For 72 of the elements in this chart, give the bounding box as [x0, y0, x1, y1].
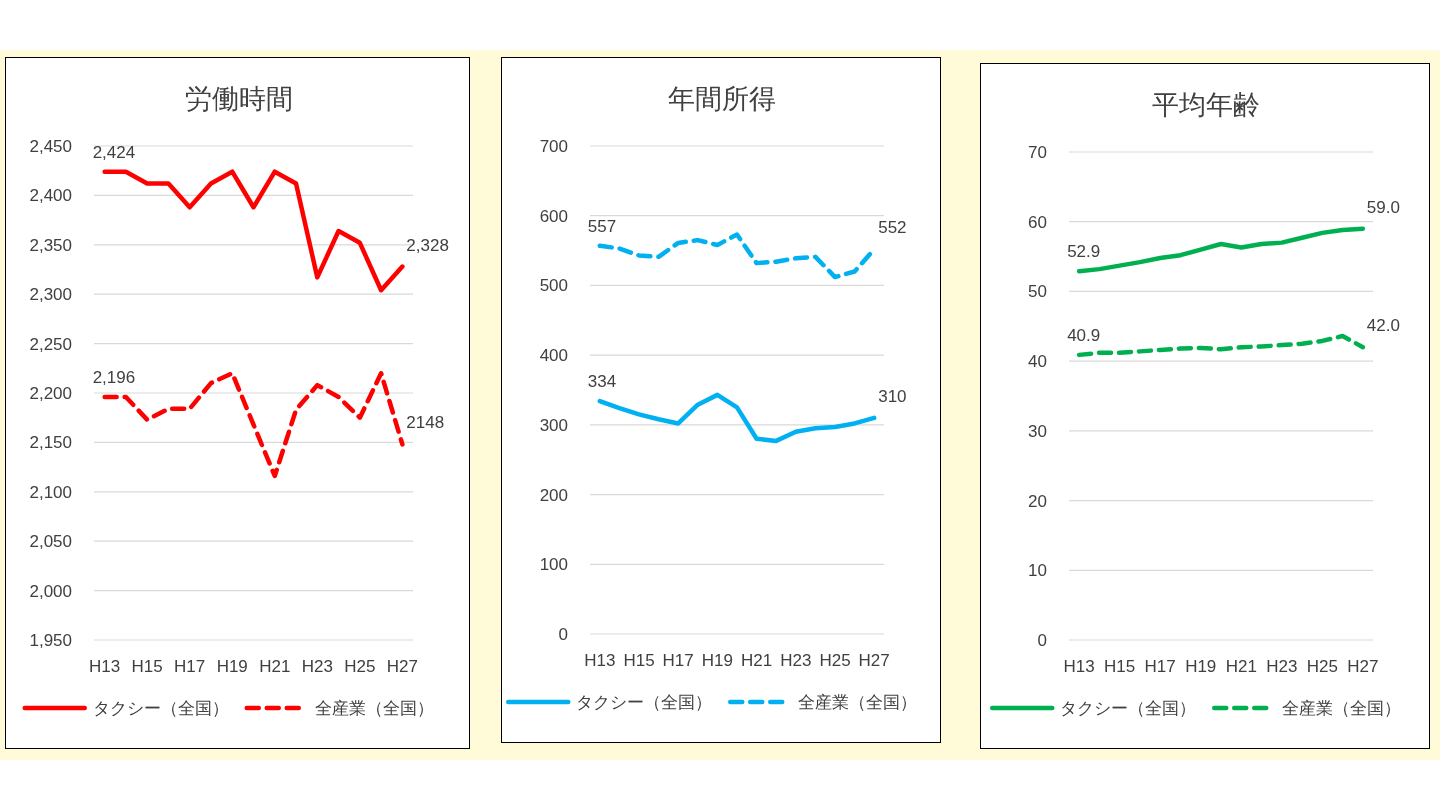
y-tick-label: 2,000: [29, 581, 72, 601]
x-tick-label: H27: [1347, 657, 1379, 676]
y-tick-label: 200: [539, 485, 568, 505]
x-tick-label: H23: [1266, 657, 1298, 676]
data-label: 552: [878, 218, 907, 238]
y-tick-label: 10: [1028, 561, 1047, 581]
y-tick-label: 2,300: [29, 285, 72, 305]
data-label: 59.0: [1366, 197, 1400, 217]
data-label: 2,328: [406, 235, 449, 255]
x-tick-label: H15: [131, 657, 163, 676]
legend-label: タクシー（全国）: [92, 699, 229, 718]
y-tick-label: 0: [1037, 631, 1047, 650]
x-tick-label: H19: [216, 657, 248, 676]
y-tick-label: 2,350: [29, 235, 72, 255]
legend-label: 全産業（全国）: [1282, 699, 1402, 718]
x-tick-label: H17: [1144, 657, 1176, 676]
y-tick-label: 60: [1028, 212, 1047, 232]
x-tick-label: H19: [1185, 657, 1217, 676]
x-tick-label: H23: [301, 657, 333, 676]
y-tick-label: 500: [539, 276, 568, 296]
y-tick-label: 70: [1028, 143, 1047, 162]
chart-title: 年間所得: [668, 84, 776, 114]
x-tick-label: H15: [1104, 657, 1136, 676]
y-tick-label: 30: [1028, 421, 1047, 441]
x-tick-label: H25: [1306, 657, 1338, 676]
y-tick-label: 2,050: [29, 532, 72, 552]
x-tick-label: H15: [623, 651, 655, 670]
y-tick-label: 0: [558, 625, 568, 644]
x-tick-label: H13: [89, 657, 121, 676]
y-tick-label: 2,150: [29, 433, 72, 453]
x-tick-label: H23: [780, 651, 812, 670]
x-tick-label: H19: [701, 651, 733, 670]
y-tick-label: 600: [539, 206, 568, 226]
x-tick-label: H17: [662, 651, 694, 670]
data-label: 2,196: [92, 367, 136, 387]
data-label: 2,424: [92, 142, 136, 162]
y-tick-label: 2,200: [29, 384, 72, 403]
x-tick-label: H21: [259, 657, 291, 676]
x-tick-label: H17: [174, 657, 206, 676]
data-label: 334: [587, 372, 617, 392]
y-tick-label: 100: [539, 555, 568, 575]
legend-label: 全産業（全国）: [314, 699, 434, 718]
y-tick-label: 50: [1028, 282, 1047, 302]
x-tick-label: H13: [1063, 657, 1095, 676]
y-tick-label: 1,950: [29, 631, 72, 650]
x-tick-label: H25: [819, 651, 851, 670]
legend-label: タクシー（全国）: [1060, 699, 1197, 718]
data-label: 310: [878, 386, 907, 406]
x-tick-label: H27: [858, 651, 890, 670]
x-tick-label: H27: [386, 657, 418, 676]
data-label: 2148: [406, 413, 445, 433]
legend-label: タクシー（全国）: [576, 693, 713, 712]
y-tick-label: 2,250: [29, 334, 72, 354]
data-label: 52.9: [1067, 242, 1101, 262]
data-label: 557: [587, 216, 617, 236]
y-tick-label: 2,450: [29, 137, 72, 156]
legend-label: 全産業（全国）: [798, 693, 918, 712]
x-tick-label: H21: [1225, 657, 1257, 676]
data-label: 40.9: [1067, 325, 1101, 345]
y-tick-label: 700: [539, 137, 568, 156]
chart-title: 労働時間: [184, 84, 293, 114]
y-tick-label: 400: [539, 346, 568, 366]
x-tick-label: H13: [584, 651, 616, 670]
y-tick-label: 2,100: [29, 482, 72, 502]
y-tick-label: 2,400: [29, 186, 72, 206]
chart-title: 平均年齢: [1152, 90, 1260, 120]
data-label: 42.0: [1366, 316, 1400, 336]
y-tick-label: 20: [1028, 491, 1047, 511]
x-tick-label: H25: [344, 657, 376, 676]
x-tick-label: H21: [741, 651, 773, 670]
y-tick-label: 40: [1028, 352, 1047, 372]
y-tick-label: 300: [539, 415, 568, 435]
